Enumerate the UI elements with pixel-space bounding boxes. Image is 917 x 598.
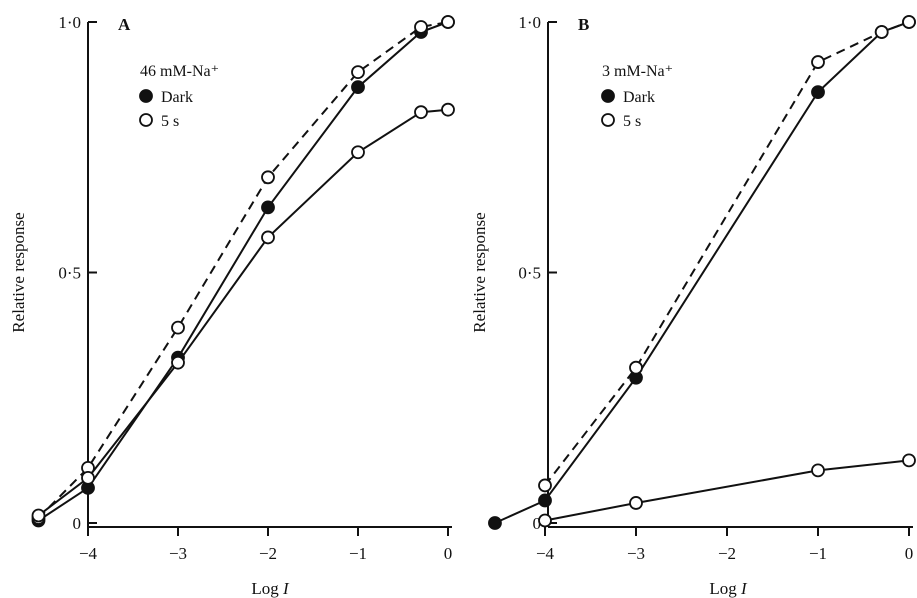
condition-label: 46 mM-Na⁺	[140, 63, 219, 80]
y-tick-label: 0·5	[518, 264, 541, 283]
series-2-point	[811, 55, 825, 69]
x-tick-label: −2	[259, 544, 277, 563]
series-1-line	[494, 21, 910, 524]
legend-open-circle-marker	[139, 113, 153, 127]
x-tick-label: −4	[536, 544, 555, 563]
series-1-point	[261, 200, 275, 215]
legend-label: Dark	[161, 89, 193, 106]
x-axis-label: Log I	[251, 579, 290, 598]
series-2-point	[874, 25, 889, 39]
y-tick-label: 1·0	[518, 13, 541, 32]
y-tick-label: 0	[533, 514, 542, 533]
series-2-point	[171, 320, 185, 335]
series-3-point	[441, 102, 455, 117]
x-tick-label: 0	[905, 544, 914, 563]
panel-a: 0 0·5 1·0 −4 −3 −2 −1 0 Log I Relative response A 4…	[9, 13, 455, 598]
y-tick-label: 0·5	[58, 264, 81, 283]
series-2-point	[351, 65, 365, 79]
legend-label: 5 s	[161, 113, 179, 130]
series-3-point	[538, 513, 552, 528]
panel-b: 0 0·5 1·0 −4 −3 −2 −1 0 Log I Relative response B 3…	[470, 13, 916, 598]
series-1-point	[488, 516, 502, 530]
legend-label: 5 s	[623, 113, 641, 130]
series-1-point	[351, 80, 365, 95]
series-2-point	[538, 478, 552, 493]
series-3-point	[171, 355, 185, 370]
condition-label: 3 mM-Na⁺	[602, 63, 673, 80]
panel-letter: B	[578, 15, 589, 34]
series-2-point	[441, 15, 455, 29]
series-1-point	[538, 493, 552, 508]
panel-letter: A	[118, 15, 131, 34]
legend-label: Dark	[623, 89, 655, 106]
x-tick-label: −3	[169, 544, 187, 563]
series-3-line	[37, 108, 449, 517]
series-2-line	[544, 21, 910, 487]
x-tick-label: 0	[444, 544, 453, 563]
series-3-point	[31, 508, 46, 523]
legend-open-circle-marker	[601, 113, 615, 127]
series-2-point	[414, 20, 428, 34]
x-tick-label: −1	[349, 544, 367, 563]
x-tick-label: −3	[627, 544, 645, 563]
y-tick-label: 0	[73, 514, 82, 533]
series-3-point	[811, 463, 825, 478]
series-1-point	[811, 85, 825, 100]
series-2-line	[37, 21, 449, 519]
series-3-point	[261, 230, 275, 245]
series-3-point	[414, 105, 428, 120]
series-3-line	[544, 459, 910, 522]
legend-filled-circle-marker	[601, 89, 615, 103]
series-3-point	[902, 453, 916, 468]
y-axis-label: Relative response	[9, 212, 28, 332]
series-2-point	[629, 360, 643, 375]
x-axis-label: Log I	[709, 579, 748, 598]
x-tick-label: −2	[718, 544, 736, 563]
series-2-point	[902, 15, 916, 29]
series-3-point	[81, 471, 95, 485]
y-tick-label: 1·0	[58, 13, 81, 32]
y-axis-label: Relative response	[470, 212, 489, 332]
series-3-point	[629, 496, 643, 510]
series-3-point	[351, 145, 365, 160]
x-tick-label: −1	[809, 544, 827, 563]
x-tick-label: −4	[79, 544, 98, 563]
series-2-point	[261, 170, 275, 185]
legend-filled-circle-marker	[139, 89, 153, 103]
